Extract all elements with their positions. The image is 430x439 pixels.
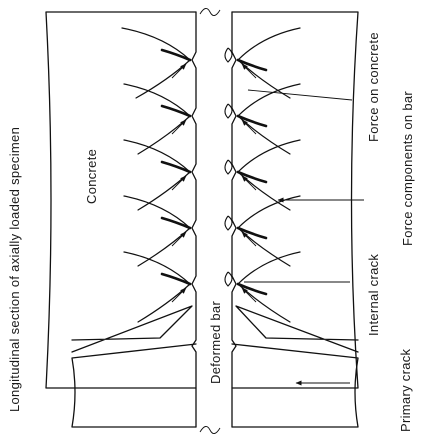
force-arrows-right bbox=[241, 63, 257, 303]
concrete-outline-lower-left bbox=[71, 343, 197, 428]
deformed-bar-right-edge bbox=[231, 11, 237, 428]
deformed-bar-left-edge bbox=[191, 11, 197, 428]
label-concrete: Concrete bbox=[84, 149, 99, 204]
bar-break-mark-top bbox=[199, 8, 221, 16]
label-force-components: Force components on bar bbox=[400, 91, 415, 246]
label-force-on-concrete: Force on concrete bbox=[366, 32, 381, 142]
primary-crack-left bbox=[71, 305, 193, 353]
leader-force-on-concrete bbox=[247, 89, 353, 101]
label-specimen: Longitudinal section of axially loaded s… bbox=[7, 127, 22, 412]
bar-break-mark-bottom bbox=[199, 426, 221, 434]
internal-cracks-right bbox=[236, 27, 301, 323]
concrete-outline-lower-right bbox=[231, 343, 359, 428]
label-internal-crack: Internal crack bbox=[366, 254, 381, 336]
label-deformed-bar: Deformed bar bbox=[208, 301, 223, 384]
force-arrows-left bbox=[171, 63, 187, 303]
bar-ribs bbox=[224, 47, 233, 287]
label-primary-crack: Primary crack bbox=[398, 348, 413, 432]
internal-cracks-left bbox=[121, 27, 192, 323]
concrete-outline-upper-left bbox=[45, 11, 197, 389]
primary-crack-right bbox=[235, 305, 359, 353]
